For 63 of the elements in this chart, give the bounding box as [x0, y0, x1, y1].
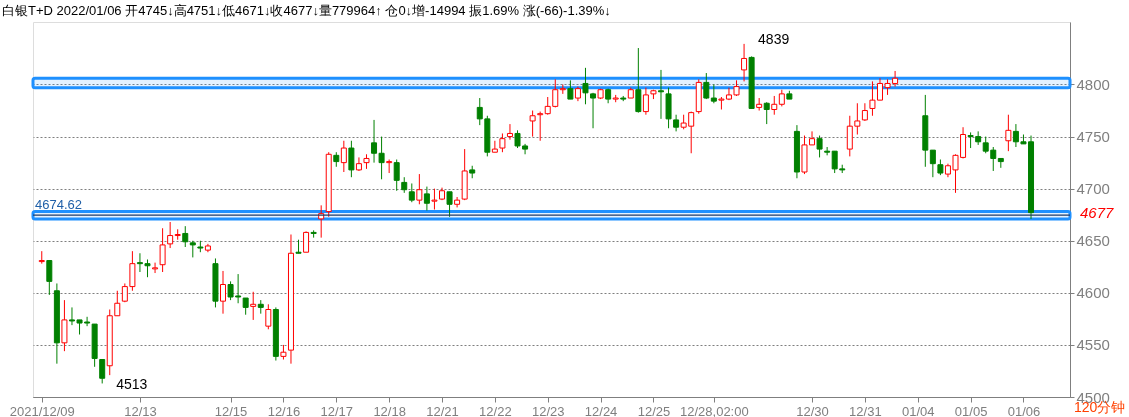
y-tick-label: 4700 [1076, 180, 1110, 198]
x-tick-label: 12/30 [796, 403, 829, 417]
candlestick [220, 270, 227, 315]
candlestick [710, 84, 717, 104]
candlestick [303, 230, 310, 253]
annotation: 4513 [116, 376, 148, 393]
x-tick-label: 12/23 [531, 403, 565, 417]
candlestick [250, 291, 257, 321]
candlestick [99, 359, 106, 384]
candlestick [174, 228, 181, 241]
candlestick [635, 47, 642, 114]
x-tick-label: 12/21 [426, 403, 459, 417]
candlestick [1005, 114, 1012, 152]
x-tick-label: 01/04 [901, 403, 935, 417]
candlestick [567, 79, 574, 100]
x-tick-label: 12/22 [479, 403, 512, 417]
candlestick [582, 67, 589, 105]
candlestick [416, 173, 423, 205]
candlestick [590, 92, 597, 129]
candlestick [658, 69, 664, 120]
candlestick [506, 123, 513, 141]
x-tick-label: 01/06 [1007, 403, 1041, 417]
candlestick [386, 159, 393, 174]
candlestick [61, 299, 68, 352]
y-tick-label: 4600 [1076, 284, 1110, 302]
candlestick [703, 72, 710, 100]
candlestick [408, 182, 415, 203]
candlestick [929, 149, 936, 178]
annotation: 4839 [758, 30, 790, 47]
x-tick-label: 12/17 [320, 403, 354, 417]
candlestick [537, 111, 544, 142]
candlestick [446, 191, 453, 218]
candlestick [763, 101, 770, 125]
x-tick-label: 12/25 [637, 403, 671, 417]
y-tick-label: 4750 [1076, 128, 1110, 146]
candlestick [265, 303, 272, 330]
y-tick-label: 4650 [1076, 232, 1110, 250]
x-tick-label: 01/05 [954, 403, 988, 417]
x-tick-label: 12/16 [267, 403, 301, 417]
candlestick [152, 262, 159, 274]
chart-title: 白银T+D 2022/01/06 开4745↓高4751↓低4671↓收4677↓量779964↑ 仓0↓增-14994 振1.69% 涨(-66)-1.39%↓ [2, 3, 611, 18]
candlestick [423, 186, 430, 212]
candlestick [46, 260, 53, 296]
x-tick-label: 12/28,02:00 [680, 403, 749, 417]
x-tick-label: 12/18 [373, 403, 406, 417]
x-tick-label: 12/31 [849, 403, 882, 417]
candlestick [771, 95, 778, 116]
candlestick [529, 110, 536, 138]
x-tick-label: 12/13 [124, 403, 157, 417]
candlestick [816, 135, 823, 158]
candlestick [741, 43, 748, 82]
x-tick-label: 12/15 [214, 403, 248, 417]
ref-line-label: 4674.62 [35, 197, 82, 213]
y-tick-label: 4550 [1076, 336, 1110, 354]
candlestick [393, 159, 400, 192]
x-tick-label: 2021/12/09 [9, 403, 75, 417]
candlestick [340, 140, 347, 173]
candlestick [182, 225, 189, 248]
candlestick [824, 146, 831, 156]
text: 4677 [1080, 203, 1115, 221]
candlestick [348, 140, 355, 178]
x-tick-label: 12/24 [584, 403, 618, 417]
y-tick-label: 4800 [1076, 76, 1110, 93]
